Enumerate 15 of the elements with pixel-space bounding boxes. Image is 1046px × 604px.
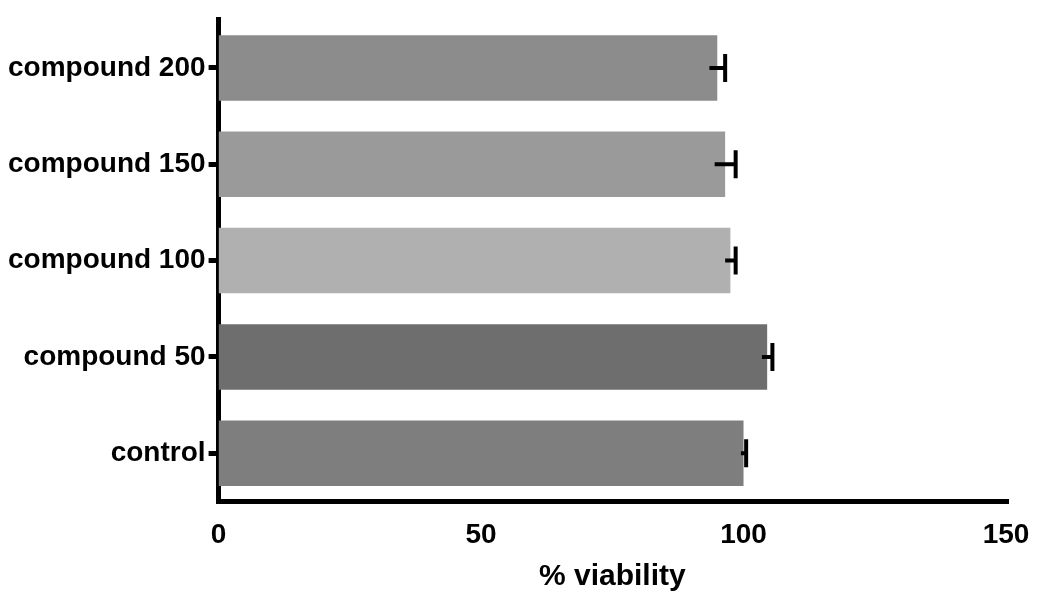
- x-tick-label: 0: [210, 517, 227, 549]
- x-tick-label: 100: [720, 517, 767, 549]
- y-tick-label: compound 100: [7, 243, 206, 275]
- y-tick-label: control: [110, 435, 206, 467]
- bar: [218, 131, 726, 198]
- bar: [218, 227, 731, 294]
- x-tick-label: 50: [465, 517, 497, 549]
- x-axis-title: % viability: [538, 558, 686, 592]
- y-tick-label: compound 150: [7, 147, 206, 178]
- x-tick-label: 150: [982, 517, 1030, 549]
- y-tick-label: compound 50: [23, 339, 206, 371]
- bar: [218, 324, 768, 390]
- y-tick-label: compound 200: [7, 50, 206, 82]
- bar: [218, 35, 718, 101]
- bar: [218, 420, 744, 486]
